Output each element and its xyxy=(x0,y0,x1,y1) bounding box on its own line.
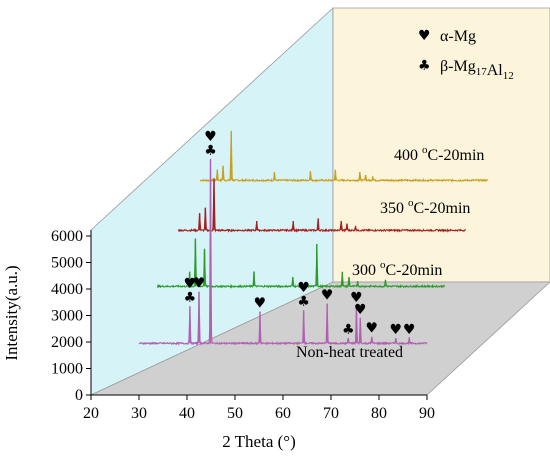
alpha-mg-heart-icon: ♥ xyxy=(297,280,310,296)
x-tick-label: 50 xyxy=(227,405,243,422)
y-axis-title: Intensity(a.u.) xyxy=(2,265,21,360)
series-line xyxy=(177,178,466,233)
alpha-mg-heart-icon: ♥ xyxy=(354,302,367,318)
x-axis-ticks: 20 30 40 50 60 70 80 90 xyxy=(83,395,435,422)
legend-club-icon: ♣ xyxy=(418,58,431,74)
series-line xyxy=(138,158,428,347)
x-axis-title: 2 Theta (°) xyxy=(222,432,296,451)
beta-phase-club-icon: ♣ xyxy=(184,290,197,306)
series-label: Non-heat treated xyxy=(296,344,403,361)
alpha-mg-heart-icon: ♥ xyxy=(204,129,217,145)
series-label: 400 oC-20min xyxy=(394,144,484,164)
y-tick-label: 0 xyxy=(75,387,83,404)
x-tick-label: 70 xyxy=(323,405,339,422)
beta-phase-club-icon: ♣ xyxy=(204,143,217,159)
back-wall-panel xyxy=(332,7,550,283)
series-label: 350 oC-20min xyxy=(380,197,470,217)
alpha-mg-heart-icon: ♥ xyxy=(366,321,379,337)
beta-phase-club-icon: ♣ xyxy=(297,294,310,310)
y-axis-ticks: 0 1000 2000 3000 4000 5000 6000 xyxy=(51,228,91,404)
x-tick-label: 80 xyxy=(371,405,387,422)
alpha-mg-heart-icon: ♥ xyxy=(321,288,334,304)
y-tick-label: 5000 xyxy=(51,255,83,272)
alpha-mg-heart-icon: ♥ xyxy=(254,296,267,312)
legend-label-alpha-mg: α-Mg xyxy=(440,28,476,45)
x-tick-label: 40 xyxy=(179,405,195,422)
series-line xyxy=(199,130,489,183)
alpha-mg-heart-icon: ♥ xyxy=(184,276,197,292)
y-tick-label: 3000 xyxy=(51,308,83,325)
y-tick-label: 4000 xyxy=(51,281,83,298)
legend-label-beta-mg17al12: β-Mg17Al12 xyxy=(440,58,514,82)
alpha-mg-heart-icon: ♥ xyxy=(350,290,363,306)
legend: ♥ α-Mg ♣ β-Mg17Al12 xyxy=(418,28,514,82)
beta-phase-club-icon: ♣ xyxy=(342,322,355,338)
x-tick-label: 90 xyxy=(419,405,435,422)
y-tick-label: 2000 xyxy=(51,334,83,351)
curves-group xyxy=(138,130,489,347)
y-tick-label: 1000 xyxy=(51,361,83,378)
legend-heart-icon: ♥ xyxy=(418,28,431,44)
x-tick-label: 60 xyxy=(275,405,291,422)
alpha-mg-heart-icon: ♥ xyxy=(193,276,206,292)
y-tick-label: 6000 xyxy=(51,228,83,245)
curve-labels: 400 oC-20min 350 oC-20min 300 oC-20min Non-… xyxy=(296,144,484,361)
series-label: 300 oC-20min xyxy=(352,259,442,279)
x-tick-label: 20 xyxy=(83,405,99,422)
x-tick-label: 30 xyxy=(131,405,147,422)
peak-markers: ♥♣♥♥♣♥♥♣ ♥♣♥♥♥ ♥ ♥ xyxy=(184,129,416,338)
alpha-mg-heart-icon: ♥ xyxy=(390,322,403,338)
alpha-mg-heart-icon: ♥ xyxy=(403,322,416,338)
